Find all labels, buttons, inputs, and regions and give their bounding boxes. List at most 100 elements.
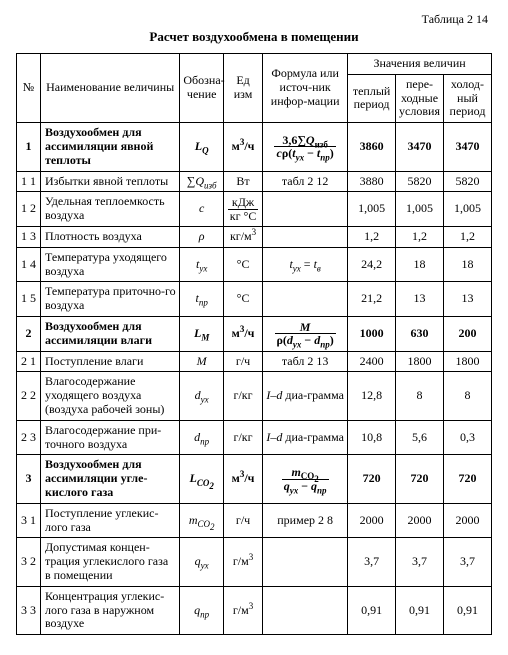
cell-formula: I–d диа-грамма [263, 420, 348, 455]
cell-name: Удельная теплоемкость воздуха [40, 192, 179, 227]
cell-v1: 3860 [348, 123, 396, 171]
cell-formula: I–d диа-грамма [263, 372, 348, 420]
cell-name: Воздухообмен для ассимиляции угле-кислог… [40, 455, 179, 503]
cell-symbol: qnp [180, 586, 224, 634]
cell-name: Влагосодержание уходящего воздуха (возду… [40, 372, 179, 420]
cell-v3: 3,7 [443, 538, 491, 586]
col-symbol: Обозна-чение [180, 54, 224, 123]
cell-unit: г/кг [223, 372, 262, 420]
cell-v2: 1800 [396, 351, 444, 372]
table-row: 2 3Влагосодержание при-точного воздухаdn… [17, 420, 492, 455]
cell-unit: м3/ч [223, 455, 262, 503]
table-row: 1 5Температура приточно-го воздухаtnp°С2… [17, 282, 492, 317]
cell-formula: табл 2 13 [263, 351, 348, 372]
calc-table: № Наименование величины Обозна-чение Ед … [16, 53, 492, 635]
cell-name: Поступление влаги [40, 351, 179, 372]
cell-symbol: qyx [180, 538, 224, 586]
cell-v3: 0,3 [443, 420, 491, 455]
cell-num: 2 3 [17, 420, 41, 455]
table-row: 2 2Влагосодержание уходящего воздуха (во… [17, 372, 492, 420]
cell-num: 3 3 [17, 586, 41, 634]
cell-unit: г/кг [223, 420, 262, 455]
cell-num: 3 [17, 455, 41, 503]
cell-formula [263, 538, 348, 586]
cell-unit: м3/ч [223, 123, 262, 171]
cell-num: 1 2 [17, 192, 41, 227]
cell-symbol: LM [180, 316, 224, 351]
col-v2: пере-ходные условия [396, 74, 444, 122]
page-title: Расчет воздухообмена в помещении [16, 29, 492, 45]
cell-symbol: LCO2 [180, 455, 224, 503]
cell-v3: 13 [443, 282, 491, 317]
cell-v1: 3,7 [348, 538, 396, 586]
cell-v1: 12,8 [348, 372, 396, 420]
cell-num: 1 [17, 123, 41, 171]
cell-v2: 13 [396, 282, 444, 317]
cell-v3: 1800 [443, 351, 491, 372]
cell-v1: 10,8 [348, 420, 396, 455]
cell-v1: 21,2 [348, 282, 396, 317]
cell-v2: 3470 [396, 123, 444, 171]
col-formula: Формула или источ-ник инфор-мации [263, 54, 348, 123]
cell-name: Температура уходящего воздуха [40, 247, 179, 282]
cell-num: 2 1 [17, 351, 41, 372]
cell-num: 1 3 [17, 226, 41, 247]
cell-v1: 2400 [348, 351, 396, 372]
cell-v3: 18 [443, 247, 491, 282]
cell-name: Поступление углекис-лого газа [40, 503, 179, 538]
cell-v2: 1,2 [396, 226, 444, 247]
cell-name: Воздухообмен для ассимиляции влаги [40, 316, 179, 351]
cell-v1: 1,2 [348, 226, 396, 247]
table-head: № Наименование величины Обозна-чение Ед … [17, 54, 492, 123]
cell-formula: 3,6∑Qизбcρ(tyx − tnp) [263, 123, 348, 171]
cell-unit: кДжкг °С [223, 192, 262, 227]
cell-name: Температура приточно-го воздуха [40, 282, 179, 317]
cell-formula: Mρ(dyx − dnp) [263, 316, 348, 351]
cell-v2: 5,6 [396, 420, 444, 455]
cell-unit: Вт [223, 171, 262, 192]
cell-v1: 1,005 [348, 192, 396, 227]
table-row: 1 4Температура уходящего воздухаtyx°Сtyx… [17, 247, 492, 282]
cell-symbol: c [180, 192, 224, 227]
cell-v2: 720 [396, 455, 444, 503]
cell-num: 2 2 [17, 372, 41, 420]
table-row: 2Воздухообмен для ассимиляции влагиLMм3/… [17, 316, 492, 351]
table-row: 2 1Поступление влагиMг/чтабл 2 132400180… [17, 351, 492, 372]
cell-symbol: ρ [180, 226, 224, 247]
table-row: 3 3Концентрация углекис-лого газа в нару… [17, 586, 492, 634]
table-row: 1 1Избытки явной теплоты∑QизбВттабл 2 12… [17, 171, 492, 192]
cell-unit: г/ч [223, 503, 262, 538]
cell-symbol: dnp [180, 420, 224, 455]
cell-formula: tyx = tв [263, 247, 348, 282]
cell-formula [263, 192, 348, 227]
cell-v2: 8 [396, 372, 444, 420]
cell-unit: г/ч [223, 351, 262, 372]
cell-v1: 1000 [348, 316, 396, 351]
cell-name: Допустимая концен-трация углекислого газ… [40, 538, 179, 586]
cell-v1: 2000 [348, 503, 396, 538]
cell-formula [263, 586, 348, 634]
cell-v2: 630 [396, 316, 444, 351]
cell-num: 3 1 [17, 503, 41, 538]
table-row: 1 2Удельная теплоемкость воздухаcкДжкг °… [17, 192, 492, 227]
cell-v2: 18 [396, 247, 444, 282]
cell-v3: 200 [443, 316, 491, 351]
cell-v3: 5820 [443, 171, 491, 192]
cell-v3: 3470 [443, 123, 491, 171]
col-values-group: Значения величин [348, 54, 492, 75]
cell-formula: пример 2 8 [263, 503, 348, 538]
cell-formula: табл 2 12 [263, 171, 348, 192]
cell-v3: 2000 [443, 503, 491, 538]
cell-symbol: LQ [180, 123, 224, 171]
table-row: 3 2Допустимая концен-трация углекислого … [17, 538, 492, 586]
cell-symbol: mCO2 [180, 503, 224, 538]
col-v1: теплый период [348, 74, 396, 122]
cell-unit: °С [223, 247, 262, 282]
cell-v2: 3,7 [396, 538, 444, 586]
cell-unit: °С [223, 282, 262, 317]
cell-name: Плотность воздуха [40, 226, 179, 247]
cell-v3: 0,91 [443, 586, 491, 634]
cell-num: 1 4 [17, 247, 41, 282]
col-unit: Ед изм [223, 54, 262, 123]
cell-formula: mCO2qyx − qnp [263, 455, 348, 503]
